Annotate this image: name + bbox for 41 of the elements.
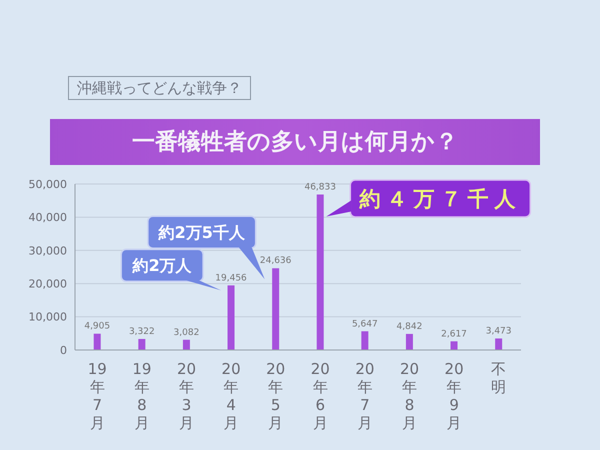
data-label: 24,636 <box>260 256 292 266</box>
bar <box>361 331 368 350</box>
data-label: 3,322 <box>128 326 155 337</box>
x-tick-label: 20年8月 <box>400 360 420 432</box>
bar <box>406 334 413 350</box>
annotation: 約４万７千人 <box>358 187 522 212</box>
bar <box>495 338 502 350</box>
bar <box>182 340 190 350</box>
bar <box>316 194 324 350</box>
annotation: 約2万5千人 <box>158 222 246 242</box>
data-label: 3,082 <box>174 328 200 338</box>
y-tick-label: 30,000 <box>28 244 67 258</box>
chart-subtitle: 沖縄戦ってどんな戦争？ <box>68 76 251 100</box>
x-tick-label: 20年3月 <box>176 360 196 432</box>
x-tick-label: 19年7月 <box>88 360 107 432</box>
bar <box>94 334 101 350</box>
x-tick-label: 20年6月 <box>310 360 330 432</box>
data-label: 4,842 <box>396 322 422 332</box>
x-tick-label: 20年9月 <box>444 360 464 432</box>
data-label: 2,617 <box>441 329 467 340</box>
x-tick-label: 20年4月 <box>222 360 241 432</box>
y-tick-label: 0 <box>60 344 67 357</box>
bar <box>450 341 458 350</box>
chart-title: 一番犠牲者の多い月は何月か？ <box>50 119 540 165</box>
y-tick-label: 10,000 <box>28 310 67 324</box>
data-label: 4,905 <box>84 322 110 332</box>
bar <box>272 268 280 350</box>
bar <box>228 285 235 350</box>
x-tick-label: 19年8月 <box>132 360 152 432</box>
x-tick-label: 不明 <box>491 360 506 396</box>
data-label: 3,473 <box>486 326 512 336</box>
data-label: 5,647 <box>352 319 378 330</box>
x-tick-label: 20年5月 <box>266 360 286 432</box>
y-tick-label: 40,000 <box>28 211 67 224</box>
x-tick-label: 20年7月 <box>355 360 374 432</box>
y-tick-label: 20,000 <box>28 278 67 291</box>
data-label: 19,456 <box>215 273 248 284</box>
y-tick-label: 50,000 <box>28 178 67 191</box>
bar <box>138 338 146 350</box>
data-label: 46,833 <box>304 182 336 193</box>
annotation: 約2万人 <box>132 256 193 276</box>
